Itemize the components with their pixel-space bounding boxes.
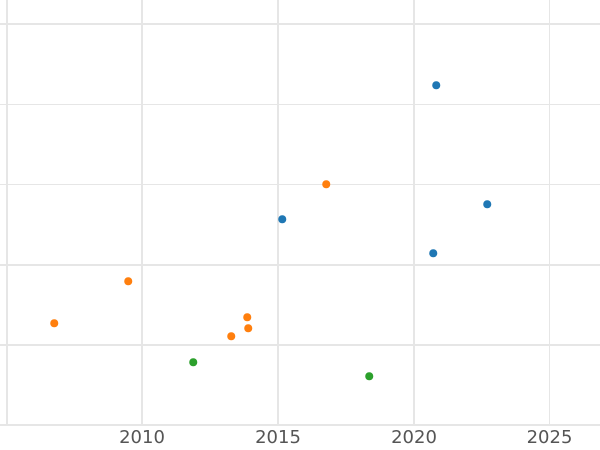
scatter-point-orange (243, 313, 251, 321)
x-tick-label-2010: 2010 (119, 427, 165, 448)
scatter-point-orange (50, 319, 58, 327)
scatter-point-orange (124, 277, 132, 285)
scatter-point-blue (483, 200, 491, 208)
x-tick-label-2020: 2020 (391, 427, 437, 448)
vertical-gridline (141, 0, 143, 426)
x-tick-label-2025: 2025 (526, 427, 573, 448)
scatter-point-orange (227, 332, 235, 340)
scatter-point-blue (432, 81, 440, 89)
horizontal-gridline (0, 264, 600, 266)
vertical-gridline (548, 0, 551, 426)
horizontal-gridline (0, 183, 600, 186)
vertical-gridline (6, 0, 8, 426)
scatter-point-blue (278, 215, 286, 223)
horizontal-gridline (0, 23, 600, 25)
scatter-point-blue (429, 249, 437, 257)
x-tick-label-2015: 2015 (255, 427, 301, 448)
scatter-point-green (365, 372, 373, 380)
horizontal-gridline (0, 424, 600, 426)
horizontal-gridline (0, 344, 600, 346)
scatter-point-green (189, 358, 197, 366)
vertical-gridline (413, 0, 415, 426)
scatter-point-orange (244, 324, 252, 332)
scatter-point-orange (322, 180, 330, 188)
horizontal-gridline (0, 103, 600, 106)
vertical-gridline (277, 0, 279, 426)
